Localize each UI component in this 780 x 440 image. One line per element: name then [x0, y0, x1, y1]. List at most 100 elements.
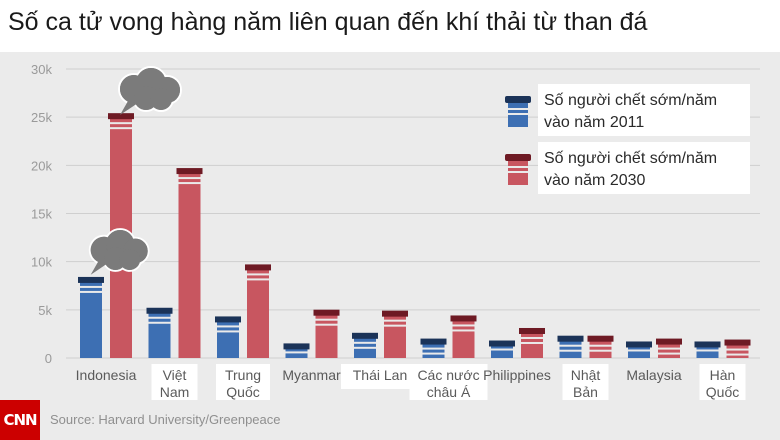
- bar-cap: [146, 307, 173, 314]
- bar-stripe: [80, 285, 102, 288]
- bar-body: [247, 268, 269, 358]
- category-label: Thái Lan: [353, 367, 407, 383]
- legend-swatch-stripe: [508, 171, 528, 173]
- bar-stripe: [559, 344, 582, 347]
- bar: [382, 310, 408, 358]
- bar-stripe: [354, 346, 376, 349]
- bar-body: [559, 339, 582, 358]
- bar: [176, 168, 203, 358]
- bar: [420, 338, 447, 358]
- bar-stripe: [315, 318, 338, 321]
- legend-swatch-stripe: [508, 108, 528, 110]
- bar-stripe: [521, 341, 543, 344]
- bar: [587, 335, 614, 358]
- legend-box: [538, 142, 750, 194]
- bar-stripe: [422, 352, 445, 355]
- category-label-box: [151, 364, 198, 400]
- category-label-box: [216, 364, 270, 400]
- bar-body: [491, 344, 513, 358]
- y-tick-label: 15k: [31, 207, 52, 222]
- bar-cap: [450, 315, 477, 322]
- bar-stripe: [559, 349, 582, 352]
- bar-stripe: [658, 352, 680, 355]
- y-tick-label: 0: [45, 351, 52, 366]
- bar: [215, 316, 241, 358]
- smoke-cloud-icon: [118, 66, 182, 115]
- bar-stripe: [217, 330, 239, 333]
- bar-stripe: [491, 348, 513, 351]
- bar-body: [521, 331, 543, 358]
- smoke-cloud-icon: [88, 228, 150, 275]
- bar-cap: [352, 332, 378, 339]
- bar: [519, 327, 545, 358]
- bar-cap: [78, 276, 104, 283]
- bar-stripe: [80, 290, 102, 293]
- legend-swatch-stripe: [508, 113, 528, 115]
- bar-cap: [420, 338, 447, 345]
- bar-stripe: [452, 329, 475, 332]
- category-label: Trung: [225, 367, 261, 383]
- bar: [724, 339, 751, 358]
- legend-label: Số người chết sớm/năm: [544, 150, 717, 167]
- category-label: Các nước: [417, 367, 479, 383]
- bar-stripe: [589, 349, 612, 352]
- bar-cap: [557, 335, 584, 342]
- category-label: Bản: [573, 384, 598, 400]
- category-label: Philippines: [483, 367, 551, 383]
- bar-stripe: [384, 319, 406, 322]
- bar-cap: [519, 327, 545, 334]
- bar-cap: [587, 335, 614, 342]
- title-bar: Số ca tử vong hàng năm liên quan đến khí…: [0, 0, 780, 52]
- bar-body: [658, 342, 680, 358]
- bar-cap: [489, 340, 515, 347]
- bar: [283, 343, 310, 358]
- bar-stripe: [384, 324, 406, 327]
- category-label-box: [562, 364, 609, 400]
- bar-stripe: [452, 324, 475, 327]
- legend-label: vào năm 2030: [544, 172, 646, 189]
- bar: [352, 332, 378, 358]
- bar-stripe: [354, 341, 376, 344]
- bar-stripe: [178, 182, 201, 185]
- bar: [626, 341, 652, 358]
- bar: [313, 309, 340, 358]
- cnn-logo: CNN: [0, 400, 40, 440]
- bar-cap: [694, 341, 721, 348]
- legend-swatch-cap: [505, 154, 531, 161]
- y-tick-label: 10k: [31, 255, 52, 270]
- legend-swatch-cap: [505, 96, 531, 103]
- category-label-box: [341, 364, 419, 389]
- bar-stripe: [217, 325, 239, 328]
- bar: [78, 276, 104, 358]
- bar-body: [80, 280, 102, 358]
- bar-cap: [382, 310, 408, 317]
- bar-cap: [215, 316, 241, 323]
- bar-stripe: [726, 353, 749, 356]
- bar-body: [589, 339, 612, 358]
- bar-stripe: [110, 127, 132, 130]
- bar-stripe: [696, 349, 719, 352]
- bar-stripe: [110, 122, 132, 125]
- bar: [557, 335, 584, 358]
- bar-body: [217, 320, 239, 358]
- bar-stripe: [589, 344, 612, 347]
- bar-cap: [313, 309, 340, 316]
- bar-body: [178, 172, 201, 358]
- legend-label: vào năm 2011: [544, 114, 644, 131]
- bar: [694, 341, 721, 358]
- bar-cap: [724, 339, 751, 346]
- bar-stripe: [628, 349, 650, 352]
- y-tick-label: 5k: [38, 303, 52, 318]
- category-label: Malaysia: [626, 367, 681, 383]
- bar-stripe: [658, 347, 680, 350]
- category-label: Quốc: [706, 384, 739, 400]
- chart-title: Số ca tử vong hàng năm liên quan đến khí…: [8, 8, 648, 36]
- category-label-box: [699, 364, 746, 400]
- category-label: Nam: [160, 384, 190, 400]
- bar-stripe: [178, 177, 201, 180]
- bar: [450, 315, 477, 358]
- category-label: Nhật: [571, 367, 601, 383]
- category-label: Indonesia: [76, 367, 137, 383]
- bar-cap: [656, 338, 682, 345]
- legend: Số người chết sớm/năm vào năm 2011 Số ngườ…: [505, 84, 750, 194]
